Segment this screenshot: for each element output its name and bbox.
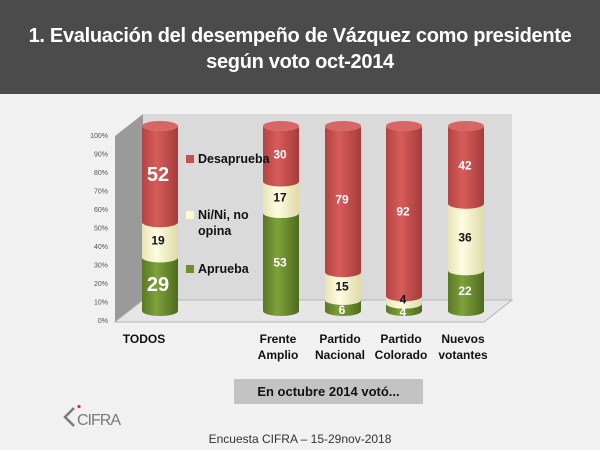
bar-top-cap <box>448 121 484 131</box>
legend-label: Aprueba <box>198 262 250 276</box>
data-label: 52 <box>147 164 169 186</box>
bar-top-cap <box>263 121 299 131</box>
logo-dot-icon <box>77 404 81 409</box>
x-tick-label: TODOS <box>123 332 165 346</box>
data-label: 42 <box>458 158 472 172</box>
bar-top-cap <box>325 121 361 131</box>
cifra-logo: CIFRA <box>63 404 122 429</box>
bar-segment-ni-ni-no-opina <box>386 296 422 309</box>
x-tick-label: Colorado <box>375 348 428 362</box>
data-label: 4 <box>400 305 407 319</box>
side-wall <box>115 114 143 322</box>
bar-segment-aprueba <box>325 299 361 316</box>
bar-segment-desaprueba <box>325 126 361 278</box>
data-label: 30 <box>273 147 287 161</box>
bar-segment-ni-ni-no-opina <box>448 203 484 276</box>
bar-segment-aprueba <box>386 303 422 316</box>
legend-item: Ni/Ni, no opina <box>186 208 249 238</box>
bar-segment-ni-ni-no-opina <box>263 181 299 218</box>
bar-todos: 29 19 52 <box>142 121 178 316</box>
y-tick-label: 90% <box>94 152 108 159</box>
y-tick-label: 100% <box>90 133 108 140</box>
legend-swatch <box>186 155 194 163</box>
x-tick-label: Nacional <box>315 348 365 362</box>
legend-swatch <box>186 265 194 273</box>
y-tick-label: 0% <box>98 318 108 325</box>
data-label: 29 <box>147 274 169 296</box>
bar-top-cap <box>142 121 178 131</box>
y-tick-label: 30% <box>94 263 108 270</box>
bar-segment-desaprueba <box>386 126 422 302</box>
x-tick-label: Frente <box>260 332 297 346</box>
y-tick-label: 10% <box>94 300 108 307</box>
bar-segment-desaprueba <box>263 126 299 187</box>
y-tick-label: 80% <box>94 170 108 177</box>
bar-nuevos-votantes: 22 36 42 <box>448 121 484 316</box>
bar-segment-ni-ni-no-opina <box>142 222 178 263</box>
bar-segment-desaprueba <box>448 126 484 209</box>
x-tick-label: Partido <box>380 332 421 346</box>
data-label: 53 <box>273 255 287 269</box>
logo-text: CIFRA <box>77 412 121 429</box>
bar-segment-aprueba <box>142 257 178 316</box>
data-label: 22 <box>458 284 472 298</box>
legend-item: Aprueba <box>186 262 250 276</box>
data-label: 92 <box>396 205 410 219</box>
bar-partido-colorado: 44 92 <box>386 121 422 319</box>
x-axis-caption: En octubre 2014 votó... <box>234 379 423 404</box>
data-label: 15 <box>335 280 349 294</box>
footer-source: Encuesta CIFRA – 15-29nov-2018 <box>208 432 392 446</box>
title-line-2: según voto oct-2014 <box>206 51 394 73</box>
bar-segment-aprueba <box>263 212 299 316</box>
legend-item: Desaprueba <box>186 152 271 166</box>
data-label: 6 <box>339 303 346 317</box>
title-line-1: 1. Evaluación del desempeño de Vázquez c… <box>28 25 572 47</box>
y-tick-label: 40% <box>94 244 108 251</box>
bar-segment-desaprueba <box>142 126 178 228</box>
data-label: 17 <box>273 191 287 205</box>
y-tick-label: 50% <box>94 226 108 233</box>
bar-top-cap <box>386 121 422 131</box>
data-label: 19 <box>151 233 165 247</box>
bar-partido-nacional: 6 15 79 <box>325 121 361 317</box>
title-banner: 1. Evaluación del desempeño de Vázquez c… <box>0 0 600 94</box>
legend-label: opina <box>198 224 232 238</box>
data-label: 79 <box>335 193 349 207</box>
x-tick-label: votantes <box>438 348 488 362</box>
y-tick-label: 20% <box>94 281 108 288</box>
bar-frente-amplio: 53 17 30 <box>263 121 299 316</box>
x-tick-label: Partido <box>319 332 360 346</box>
data-label: 36 <box>458 231 472 245</box>
legend-label: Desaprueba <box>198 152 271 166</box>
x-tick-label: Amplio <box>258 348 299 362</box>
data-label: 4 <box>400 292 407 306</box>
legend-label: Ni/Ni, no <box>198 208 249 222</box>
y-tick-label: 70% <box>94 189 108 196</box>
x-tick-label: Nuevos <box>441 332 485 346</box>
bar-segment-aprueba <box>448 270 484 316</box>
y-tick-label: 60% <box>94 207 108 214</box>
legend-swatch <box>186 211 194 219</box>
bar-segment-ni-ni-no-opina <box>325 272 361 305</box>
